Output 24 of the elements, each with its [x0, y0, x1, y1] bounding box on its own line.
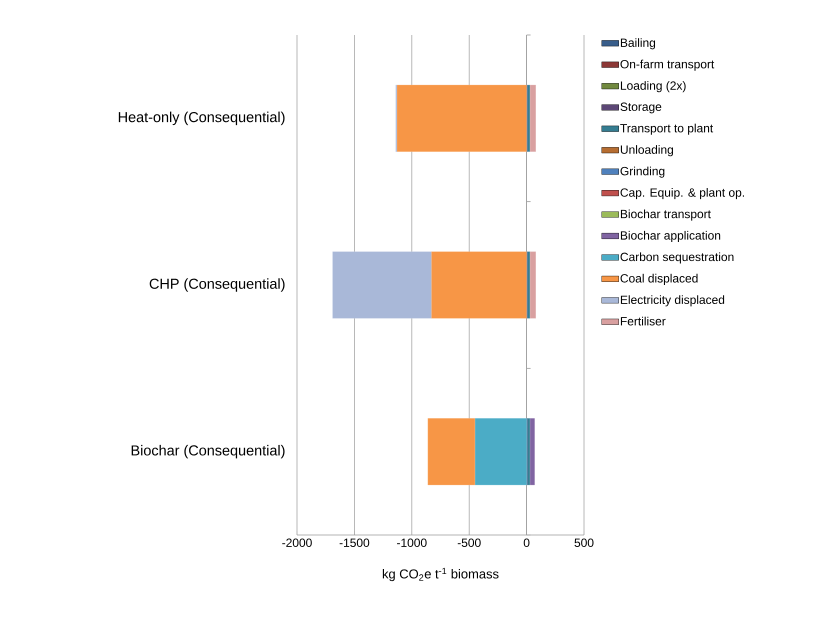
- legend-label: Unloading: [620, 145, 673, 156]
- legend-label: Biochar transport: [620, 209, 711, 221]
- y-tick-label: CHP (Consequential): [150, 278, 285, 292]
- legend-label: Fertiliser: [620, 316, 666, 326]
- legend-label: Biochar application: [620, 230, 720, 242]
- legend-label: Loading (2x): [620, 81, 686, 92]
- legend-label: Coal displaced: [620, 274, 698, 285]
- legend-label: Bailing: [620, 38, 656, 50]
- x-tick-label: -500: [458, 538, 481, 547]
- legend-label: Grinding: [620, 166, 664, 178]
- y-tick-label: Heat-only (Consequential): [118, 112, 285, 126]
- y-tick-label: Biochar (Consequential): [132, 444, 285, 458]
- legend-label: Cap. Equip. & plant op.: [620, 188, 744, 200]
- x-tick-label: -1000: [397, 538, 427, 547]
- legend-label: Electricity displaced: [620, 295, 724, 306]
- legend-label: Transport to plant: [620, 124, 714, 135]
- x-axis-title: kg CO$_{2}$e t$^{-1}$ biomass: [382, 568, 499, 582]
- x-tick-label: 500: [574, 538, 594, 547]
- x-tick-label: 0: [524, 538, 530, 547]
- legend-label: On-farm transport: [620, 60, 714, 71]
- legend-label: Storage: [620, 102, 662, 114]
- x-tick-label: -1500: [340, 538, 370, 547]
- legend-label: Carbon sequestration: [620, 252, 734, 264]
- x-tick-label: -2000: [282, 538, 312, 547]
